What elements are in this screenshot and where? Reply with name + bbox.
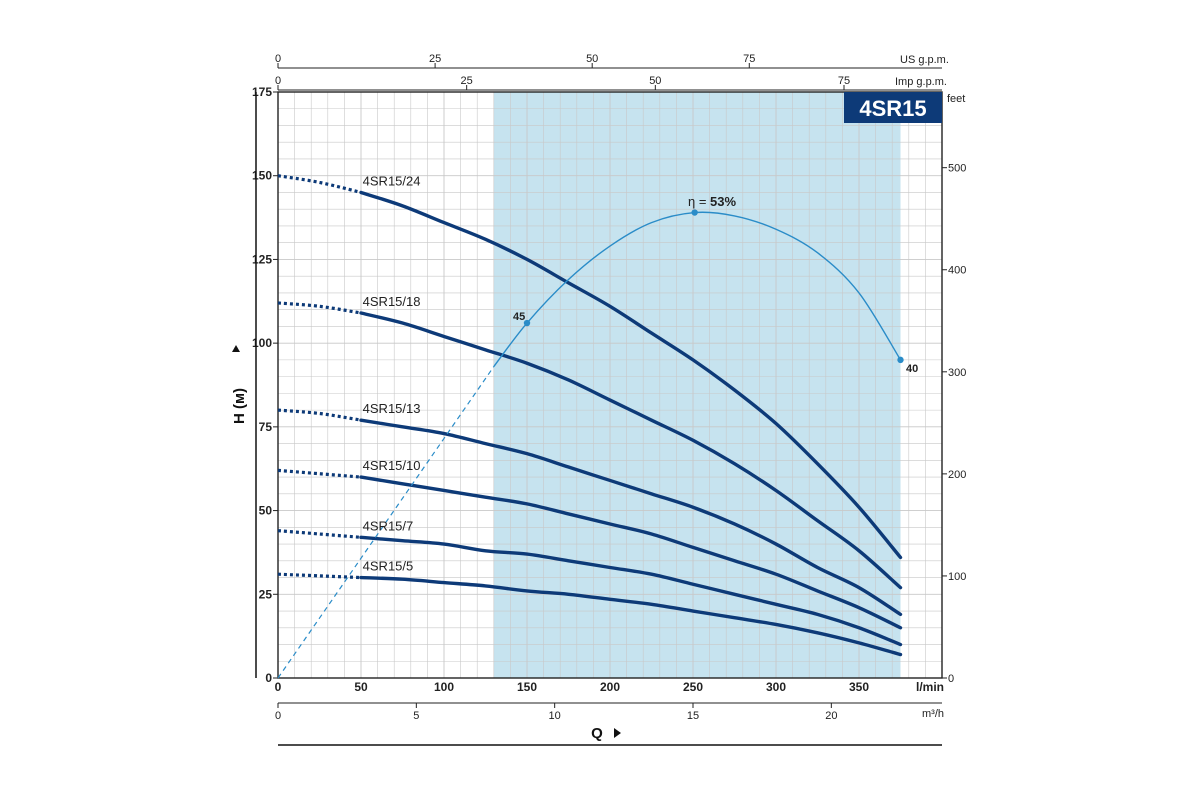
m3h-tick-label: 10: [549, 710, 561, 722]
imp-tick-label: 75: [838, 75, 850, 87]
recommended-range-band: [493, 92, 901, 678]
curve-label: 4SR15/24: [363, 173, 421, 188]
recommended-range-rect: [493, 92, 901, 678]
feet-tick-label: 100: [948, 571, 966, 583]
curve-label: 4SR15/5: [363, 559, 414, 574]
head-curve-3: [359, 475, 903, 630]
x-unit-lmin: l/min: [916, 680, 944, 694]
head-curve-dashed-5: [277, 572, 362, 580]
x-tick-label: 200: [600, 680, 620, 694]
curve-label: 4SR15/13: [363, 401, 421, 416]
x-tick-label: 100: [434, 680, 454, 694]
curve-label: 4SR15/7: [363, 518, 414, 533]
y-tick-label: 75: [259, 420, 273, 434]
efficiency-point-0: [523, 319, 531, 327]
feet-tick-label: 500: [948, 163, 966, 175]
us-tick-label: 75: [743, 53, 755, 65]
efficiency-peak-value: 53%: [710, 194, 736, 209]
feet-tick-label: 300: [948, 367, 966, 379]
head-curve-2: [359, 418, 903, 617]
efficiency-curve-dashed: [277, 366, 495, 679]
head-curve-dashed-3: [277, 468, 362, 479]
y-axis-label: H (м): [231, 388, 248, 424]
efficiency-point-2: [897, 356, 904, 364]
head-curve-dashed-2: [277, 408, 362, 422]
curve-label: 4SR15/10: [363, 458, 421, 473]
top-unit-imp: Imp g.p.m.: [895, 76, 947, 88]
efficiency-curve: [277, 209, 904, 679]
us-tick-label: 25: [429, 53, 441, 65]
curve-labels: 4SR15/24 4SR15/18 4SR15/13 4SR15/10 4SR15/7 4…: [363, 173, 421, 573]
feet-tick-label: 400: [948, 265, 966, 277]
y-tick-label: 25: [259, 587, 273, 601]
y-tick-label: 125: [252, 252, 272, 266]
head-curve-1: [359, 311, 903, 590]
x-unit-m3h: m³/h: [922, 708, 944, 720]
x-tick-label: 50: [354, 680, 368, 694]
m3h-tick-label: 5: [413, 710, 419, 722]
head-curve-dashed-1: [277, 301, 362, 315]
title-badge-bg: [844, 92, 942, 123]
imp-tick-label: 0: [275, 75, 281, 87]
x-tick-label: 250: [683, 680, 703, 694]
curve-label: 4SR15/18: [363, 294, 421, 309]
right-unit-feet: feet: [947, 93, 965, 105]
us-tick-label: 0: [275, 53, 281, 65]
m3h-tick-label: 20: [825, 710, 837, 722]
y-tick-label: 175: [252, 85, 272, 99]
m3h-tick-label: 15: [687, 710, 699, 722]
head-curve-4: [359, 535, 903, 647]
head-curve-0: [359, 190, 903, 560]
efficiency-point-40: 40: [906, 363, 918, 375]
y-tick-label: 100: [252, 336, 272, 350]
m3h-tick-label: 0: [275, 710, 281, 722]
plot-border: [277, 91, 943, 679]
x-tick-label: 0: [275, 680, 282, 694]
y-tick-label: 50: [259, 504, 273, 518]
head-curves: [277, 174, 903, 657]
x-tick-label: 300: [766, 680, 786, 694]
x-tick-label: 350: [849, 680, 869, 694]
feet-tick-label: 0: [948, 673, 954, 685]
top-unit-us: US g.p.m.: [900, 54, 949, 66]
y-tick-label: 0: [265, 671, 272, 685]
y-tick-label: 150: [252, 169, 272, 183]
efficiency-prefix: η =: [688, 194, 710, 209]
us-tick-label: 50: [586, 53, 598, 65]
x-tick-label: 150: [517, 680, 537, 694]
imp-tick-label: 50: [649, 75, 661, 87]
feet-tick-label: 200: [948, 469, 966, 481]
head-curve-dashed-4: [277, 529, 362, 539]
title-badge: 4SR15: [859, 96, 926, 121]
imp-tick-label: 25: [461, 75, 473, 87]
efficiency-peak-label: η = 53%: [688, 194, 737, 209]
x-axis-label: Q: [591, 725, 603, 742]
head-curve-5: [359, 575, 903, 657]
efficiency-point-45: 45: [513, 311, 525, 323]
x-axis-arrow-icon: [614, 728, 621, 738]
efficiency-point-1: [691, 209, 698, 216]
y-axis-arrow-icon: [232, 345, 240, 352]
head-curve-dashed-0: [277, 174, 362, 195]
